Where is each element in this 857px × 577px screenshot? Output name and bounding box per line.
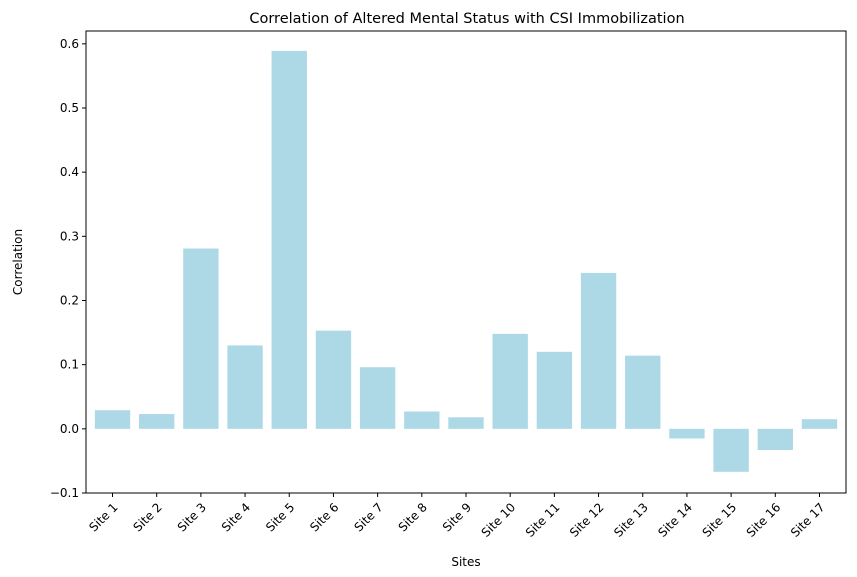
bars-group <box>94 50 838 472</box>
bar-5 <box>271 50 307 429</box>
y-tick-label: 0.0 <box>60 422 79 436</box>
x-axis-label: Sites <box>451 555 480 569</box>
bar-16 <box>757 428 793 451</box>
bar-17 <box>801 419 838 429</box>
y-tick-label: 0.2 <box>60 294 79 308</box>
bar-11 <box>536 351 573 429</box>
y-tick-label: 0.4 <box>60 165 79 179</box>
y-axis-label: Correlation <box>11 229 25 295</box>
y-axis: −0.1 0.0 0.1 0.2 0.3 0.4 0.5 0.6 <box>50 37 86 500</box>
bar-15 <box>713 428 749 472</box>
y-tick-label: 0.1 <box>60 358 79 372</box>
bar-13 <box>625 355 661 429</box>
bar-10 <box>492 333 528 429</box>
bar-1 <box>94 410 131 429</box>
y-tick-label: 0.3 <box>60 229 79 243</box>
bar-12 <box>580 272 617 429</box>
y-tick-label: 0.6 <box>60 37 79 51</box>
bar-2 <box>139 414 175 429</box>
bar-8 <box>404 411 440 429</box>
bar-4 <box>227 345 263 429</box>
bar-6 <box>315 330 352 429</box>
bar-9 <box>448 417 484 429</box>
bar-7 <box>359 367 396 429</box>
y-tick-label: −0.1 <box>50 486 79 500</box>
bar-3 <box>183 248 219 429</box>
bar-14 <box>669 428 705 439</box>
chart-title: Correlation of Altered Mental Status wit… <box>249 11 684 27</box>
y-tick-label: 0.5 <box>60 101 79 115</box>
plot-frame <box>85 30 847 494</box>
